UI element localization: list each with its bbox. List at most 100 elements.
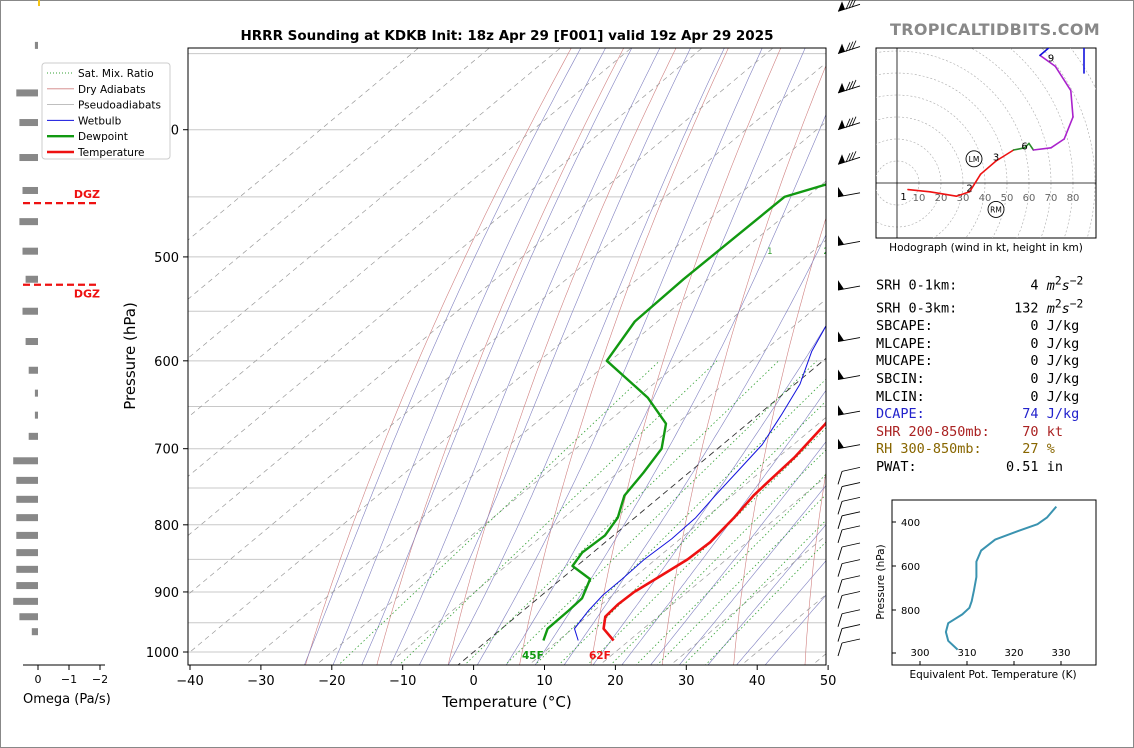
wind-barb (837, 638, 861, 657)
hodograph-segment (1012, 147, 1026, 151)
legend-entry: Dry Adiabats (78, 84, 146, 96)
moist-adiabat-line (304, 48, 582, 665)
barb-staff (837, 563, 843, 577)
param-unit: J/kg (1038, 335, 1080, 352)
param-value: 0 (997, 388, 1039, 405)
moist-adiabat-line (707, 524, 826, 665)
wind-barb (837, 511, 861, 529)
omega-tick-label: −1 (61, 673, 77, 686)
param-unit: m2s−2 (1046, 274, 1084, 294)
moist-adiabat-line (332, 48, 606, 665)
mixing-ratio-line (504, 360, 818, 665)
hodograph-segment (1023, 142, 1030, 149)
barb-feather (841, 624, 861, 629)
omega-bar (16, 531, 38, 539)
param-label: SBCAPE: (876, 318, 998, 335)
barb-feather (841, 525, 861, 531)
hodograph-segment (1063, 116, 1074, 140)
barb-feather (851, 151, 857, 161)
x-tick-label: −40 (176, 674, 203, 689)
param-unit: kt (1038, 423, 1063, 440)
param-label: PWAT: (876, 458, 998, 475)
mixing-ratio-label: 2 (823, 247, 828, 257)
omega-bar (16, 89, 38, 97)
barb-feather (851, 79, 857, 90)
barb-staff (837, 529, 843, 544)
theta-e-x-tick-label: 310 (957, 648, 976, 659)
barb-flag (838, 43, 845, 54)
param-value: 4 (997, 277, 1039, 294)
hodograph-segment (1039, 48, 1050, 57)
hodograph-height-label: 9 (1048, 54, 1054, 65)
hodograph-plot: 10 20 30 40 50 60 70 80 1 2 3 6 9 LM RM (876, 48, 1096, 238)
barb-feather (845, 81, 851, 92)
omega-bar (16, 495, 38, 503)
hodograph-segment (907, 188, 931, 193)
barb-feather (848, 41, 854, 51)
param-unit: J/kg (1038, 370, 1080, 387)
param-unit: J/kg (1038, 353, 1080, 370)
x-tick-label: 0 (469, 674, 477, 689)
barb-feather (845, 42, 851, 52)
legend-entry: Sat. Mix. Ratio (78, 68, 154, 80)
moist-adiabat-line (419, 48, 691, 665)
param-unit: in (1038, 458, 1063, 475)
x-tick-label: −10 (389, 674, 416, 689)
legend-entry: Dewpoint (78, 131, 128, 143)
param-value: 132 (997, 300, 1039, 317)
hodograph-segment (955, 191, 971, 197)
param-value: 0 (997, 335, 1039, 352)
y-tick-label: 600 (154, 355, 179, 370)
wind-barb (837, 542, 861, 561)
hodograph-segment (968, 173, 982, 193)
storm-motion-marker (965, 150, 983, 168)
x-tick-label: 40 (749, 674, 766, 689)
param-value: 27 (997, 441, 1039, 458)
barb-feather (851, 116, 857, 126)
barb-staff (837, 546, 843, 561)
wind-barbs (837, 0, 861, 657)
param-row: MLCAPE: 0 J/kg (876, 336, 1083, 354)
barb-staff (837, 628, 843, 642)
moist-adiabat-line (678, 484, 826, 665)
theta-e-y-tick-label: 600 (901, 562, 920, 573)
hodograph-ring-label: 50 (1001, 193, 1014, 204)
param-row: SBCIN: 0 J/kg (876, 371, 1083, 389)
moist-adiabat-line (534, 113, 826, 665)
moist-adiabat-line (736, 560, 826, 665)
barb-flag (838, 438, 844, 449)
param-label: MLCIN: (876, 388, 998, 405)
barb-feather (841, 559, 861, 565)
legend-entry: Pseudoadiabats (78, 100, 161, 112)
param-label: SRH 0-3km: (876, 300, 998, 317)
omega-bar (28, 432, 38, 440)
hodograph-segment (929, 191, 958, 197)
omega-bar (22, 186, 38, 194)
storm-motion-label: LM (969, 155, 980, 164)
hodograph-segment (979, 160, 997, 175)
hodograph-ring-label: 30 (957, 193, 970, 204)
x-tick-label: 10 (536, 674, 553, 689)
barb-feather (841, 591, 861, 596)
hodograph-ring-label: 80 (1067, 193, 1080, 204)
omega-bar (25, 338, 38, 346)
omega-bar (31, 628, 38, 636)
theta-e-x-tick-label: 300 (910, 648, 929, 659)
barb-feather (848, 152, 854, 162)
hodograph-ring-label: 10 (913, 193, 926, 204)
param-unit: J/kg (1038, 406, 1080, 423)
omega-bar (38, 0, 40, 7)
dry-adiabat-line (519, 48, 729, 665)
barb-staff (837, 515, 843, 529)
hodograph-segment (1039, 54, 1057, 68)
barb-feather (841, 609, 861, 615)
param-row: RH 300-850mb: 27 % (876, 441, 1083, 459)
surface-dewpoint-label: 45F (522, 650, 544, 662)
chart-title: HRRR Sounding at KDKB Init: 18z Apr 29 [… (240, 28, 773, 44)
barb-staff (837, 501, 843, 515)
hodograph-ring-label: 20 (935, 193, 948, 204)
barb-flag (838, 369, 844, 380)
y-tick-label: 900 (154, 586, 179, 601)
omega-bar (16, 476, 38, 484)
surface-temperature-label: 62F (589, 650, 611, 662)
